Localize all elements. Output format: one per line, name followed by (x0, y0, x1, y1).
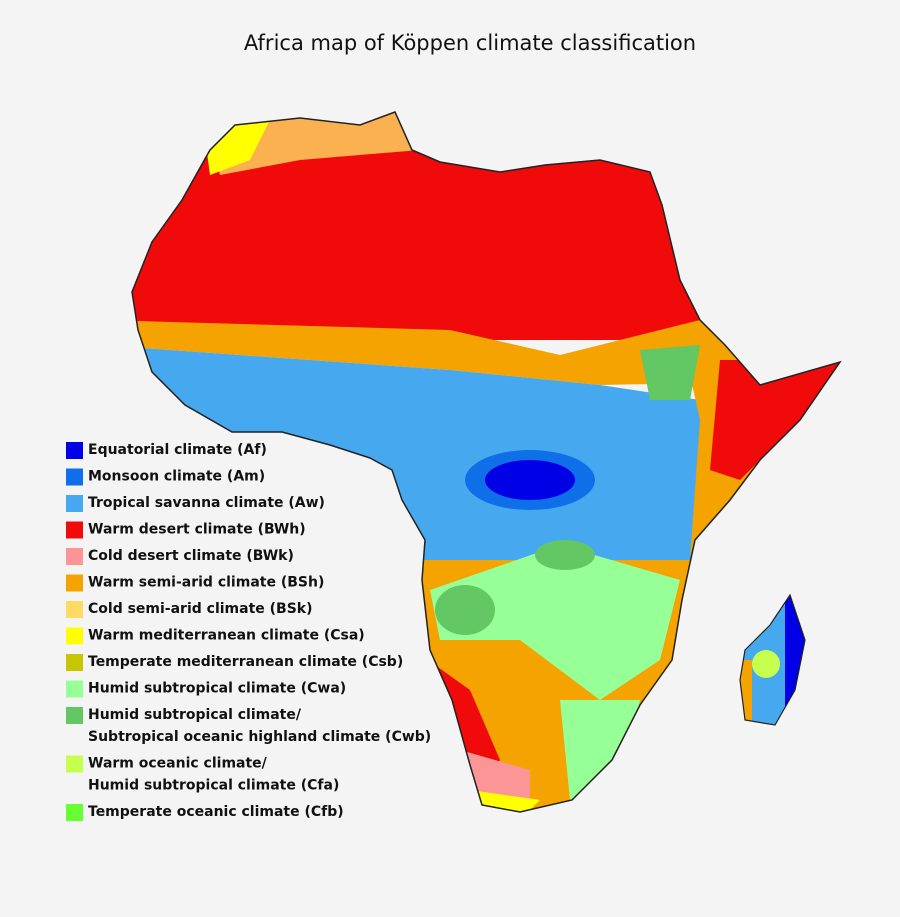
legend-label: Cold desert climate (BWk) (88, 548, 294, 564)
legend-label: Cold semi-arid climate (BSk) (88, 601, 313, 617)
legend-swatch (66, 442, 83, 459)
madagascar-outline (739, 593, 806, 726)
legend-label: Humid subtropical climate (Cwa) (88, 681, 346, 697)
title: Africa map of Köppen climate classificat… (244, 31, 696, 55)
legend-label: Warm mediterranean climate (Csa) (88, 628, 365, 644)
legend-swatch (66, 755, 83, 773)
legend-swatch (66, 804, 83, 821)
legend-label: Warm semi-arid climate (BSh) (88, 575, 324, 591)
legend-swatch (66, 495, 83, 512)
africa-outline (131, 111, 842, 813)
legend-swatch (66, 707, 83, 724)
legend-label: Equatorial climate (Af) (88, 442, 267, 458)
legend-label: Subtropical oceanic highland climate (Cw… (88, 729, 431, 745)
legend-swatch (66, 601, 83, 618)
legend-label: Monsoon climate (Am) (88, 469, 265, 485)
legend-label: Warm desert climate (BWh) (88, 522, 306, 538)
legend-label: Temperate mediterranean climate (Csb) (88, 654, 403, 670)
legend-swatch (66, 680, 83, 698)
legend-swatch (66, 468, 83, 486)
legend-label: Tropical savanna climate (Aw) (88, 495, 325, 511)
legend-swatch (66, 627, 83, 645)
legend-label: Humid subtropical climate (Cfa) (88, 778, 339, 794)
legend-swatch (66, 521, 83, 539)
legend-swatch (66, 574, 83, 592)
legend-swatch (66, 548, 83, 565)
legend-swatch (66, 654, 83, 671)
legend-label: Temperate oceanic climate (Cfb) (88, 804, 344, 820)
legend: Equatorial climate (Af) Monsoon climate (… (66, 442, 431, 821)
legend-label: Warm oceanic climate/ (88, 756, 268, 772)
legend-label: Humid subtropical climate/ (88, 707, 302, 723)
